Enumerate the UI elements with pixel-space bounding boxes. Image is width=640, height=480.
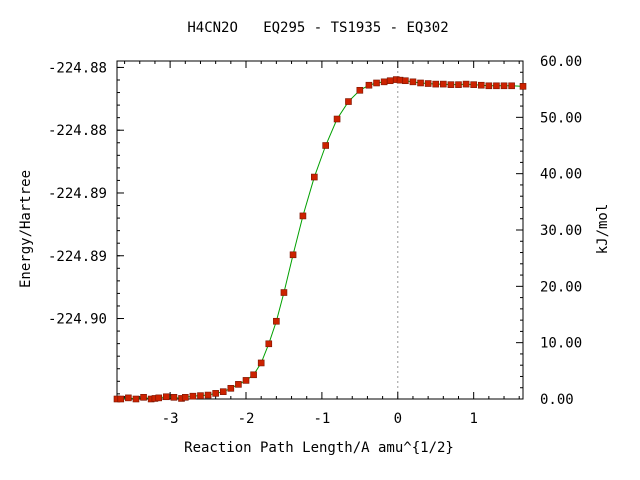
data-point — [280, 289, 288, 296]
data-point — [265, 340, 273, 348]
data-point — [373, 79, 380, 87]
data-point — [227, 384, 235, 392]
y-tick-label: -224.90 — [48, 312, 107, 328]
x-tick-label: -2 — [238, 411, 255, 427]
x-tick-label: 1 — [469, 411, 477, 427]
y-axis-label-left: Energy/Hartree — [18, 170, 34, 288]
data-point — [125, 394, 132, 402]
data-point — [417, 79, 424, 87]
data-point — [242, 377, 250, 384]
data-point — [182, 394, 189, 401]
data-point — [409, 78, 417, 86]
data-point — [519, 83, 527, 90]
y2-tick-label: 0.00 — [540, 392, 574, 408]
data-point — [477, 81, 485, 89]
data-point — [462, 80, 470, 88]
y-tick-label: -224.88 — [48, 60, 107, 76]
data-point — [170, 394, 178, 401]
y2-tick-label: 10.00 — [540, 336, 582, 352]
data-point — [432, 80, 440, 88]
data-point — [289, 251, 297, 259]
y-tick-label: -224.89 — [48, 249, 107, 265]
data-point — [365, 81, 373, 89]
data-point — [402, 77, 409, 85]
data-point — [132, 395, 140, 403]
data-point — [356, 86, 364, 94]
data-point — [257, 359, 265, 367]
data-point — [189, 392, 197, 400]
y2-tick-label: 60.00 — [540, 54, 582, 70]
data-point — [197, 392, 204, 399]
data-point — [470, 81, 477, 88]
data-point — [386, 77, 394, 85]
data-point — [155, 394, 163, 402]
y-tick-label: -224.89 — [48, 186, 107, 202]
data-point — [311, 173, 318, 181]
y-axis-label-right: kJ/mol — [595, 204, 611, 255]
data-point — [250, 371, 257, 379]
data-point — [447, 81, 455, 88]
x-axis-label: Reaction Path Length/A amu^{1/2} — [184, 440, 454, 456]
data-point — [380, 78, 388, 86]
data-point — [299, 212, 307, 220]
data-point — [322, 142, 329, 149]
y2-tick-label: 50.00 — [540, 110, 582, 126]
data-point — [493, 82, 500, 90]
x-tick-label: -1 — [313, 411, 330, 427]
plot-frame — [116, 60, 524, 400]
data-point — [235, 381, 242, 388]
data-point — [219, 388, 227, 395]
y2-tick-label: 40.00 — [540, 167, 582, 183]
data-point — [273, 317, 280, 325]
x-tick-label: -3 — [162, 411, 179, 427]
data-point — [117, 395, 125, 403]
data-point — [455, 81, 462, 88]
y2-tick-label: 30.00 — [540, 223, 582, 239]
data-point — [500, 82, 508, 90]
energy-curve-line — [117, 79, 524, 400]
data-point — [204, 391, 212, 399]
data-point — [212, 390, 219, 397]
data-point — [163, 393, 170, 401]
data-point — [140, 394, 147, 401]
data-point — [424, 80, 432, 87]
y-tick-label: -224.88 — [48, 123, 107, 139]
data-point — [345, 98, 352, 105]
data-point — [485, 82, 493, 90]
data-point — [333, 115, 341, 123]
data-point — [440, 80, 447, 88]
chart-title: H4CN2O EQ295 - TS1935 - EQ302 — [187, 20, 448, 36]
y2-tick-label: 20.00 — [540, 279, 582, 295]
x-tick-label: 0 — [394, 411, 402, 427]
data-point — [508, 82, 515, 90]
